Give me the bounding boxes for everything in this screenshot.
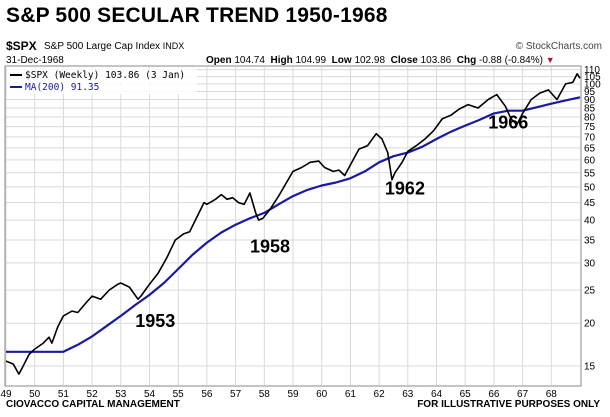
y-tick-label: 105: [584, 72, 601, 83]
y-tick-label: 85: [584, 104, 596, 115]
y-tick-label: 60: [584, 155, 596, 166]
plot-frame: [4, 65, 582, 387]
down-triangle-icon: ▼: [545, 55, 555, 65]
y-tick-label: 35: [584, 235, 596, 246]
low-label: Low: [331, 55, 352, 66]
x-tick-label: 60: [316, 389, 328, 400]
x-tick-label: 56: [201, 389, 213, 400]
annotation-1953: 1953: [135, 311, 175, 331]
footer-credit: CIOVACCO CAPITAL MANAGEMENT: [6, 399, 180, 410]
x-tick-label: 62: [374, 389, 386, 400]
x-tick-label: 61: [345, 389, 357, 400]
as-of-date: 31-Dec-1968: [6, 55, 64, 66]
y-tick-label: 30: [584, 258, 596, 269]
y-tick-label: 70: [584, 132, 596, 143]
footer-disclaimer: FOR ILLUSTRATIVE PURPOSES ONLY: [417, 399, 600, 410]
x-tick-label: 57: [230, 389, 242, 400]
series-layer: [5, 73, 581, 375]
y-tick-label: 55: [584, 168, 596, 179]
legend-box: [7, 68, 197, 94]
x-tick-label: 59: [287, 389, 299, 400]
y-tick-label: 90: [584, 95, 596, 106]
y-tick-label: 80: [584, 113, 596, 124]
annotations: 1953 1958 1962 1966: [135, 113, 528, 331]
symbol-description: S&P 500 Large Cap Index INDX: [44, 41, 184, 52]
legend: $SPX (Weekly) 103.86 (3 Jan)MA(200) 91.3…: [7, 68, 197, 94]
x-tick-label: 49: [0, 389, 12, 400]
page-title: S&P 500 SECULAR TREND 1950-1968: [6, 4, 388, 27]
open-label: Open: [206, 55, 232, 66]
ticker-symbol: $SPX: [6, 39, 37, 53]
annotation-1966: 1966: [488, 113, 528, 133]
close-value: 103.86: [420, 55, 452, 66]
y-tick-label: 45: [584, 198, 596, 209]
x-tick-label: 55: [173, 389, 185, 400]
open-value: 104.74: [234, 55, 265, 66]
ma200-series-line: [6, 96, 581, 353]
symbol-name: S&P 500 Large Cap Index: [44, 41, 161, 52]
y-tick-label: 40: [584, 216, 596, 227]
x-tick-label: 67: [517, 389, 529, 400]
legend-price-label: $SPX (Weekly) 103.86 (3 Jan): [25, 70, 185, 81]
high-label: High: [270, 55, 293, 66]
close-label: Close: [390, 55, 418, 66]
y-axis-ticks: 15 20 25 30 35 40 45 50 55 6065707580859095100105…: [584, 65, 601, 372]
high-value: 104.99: [295, 55, 327, 66]
y-tick-label: 100: [584, 79, 601, 90]
exchange-label: INDX: [162, 41, 185, 51]
chg-value: -0.88 (-0.84%): [479, 55, 543, 66]
chg-label: Chg: [456, 55, 477, 66]
price-series-line: [5, 73, 581, 375]
x-tick-label: 58: [259, 389, 271, 400]
x-tick-label: 52: [87, 389, 99, 400]
x-axis-ticks: 49 50 51 52 53 54 55 56 57 58 59 60 61 62 63 64 65 66 67 68: [0, 389, 557, 400]
quote-bar: Open 104.74 High 104.99 Low 102.98 Close…: [206, 55, 555, 66]
x-tick-label: 64: [431, 389, 443, 400]
x-tick-label: 66: [488, 389, 500, 400]
y-tick-label: 75: [584, 122, 596, 133]
stockcharts-logo: © StockCharts.com: [515, 41, 602, 52]
legend-ma-label: MA(200) 91.35: [25, 82, 99, 93]
y-tick-label: 20: [584, 319, 596, 330]
x-tick-label: 51: [58, 389, 70, 400]
x-tick-label: 54: [144, 389, 156, 400]
y-tick-label: 95: [584, 87, 596, 98]
y-tick-label: 50: [584, 182, 596, 193]
x-tick-label: 50: [29, 389, 41, 400]
annotation-1962: 1962: [385, 179, 425, 199]
y-tick-label: 110: [584, 65, 600, 76]
annotation-1958: 1958: [250, 236, 290, 256]
low-value: 102.98: [354, 55, 386, 66]
x-tick-label: 68: [546, 389, 558, 400]
x-tick-label: 53: [115, 389, 127, 400]
y-tick-label: 25: [584, 286, 596, 297]
x-tick-label: 63: [402, 389, 414, 400]
x-tick-label: 65: [460, 389, 472, 400]
y-tick-label: 15: [584, 361, 596, 372]
y-tick-label: 65: [584, 143, 596, 154]
